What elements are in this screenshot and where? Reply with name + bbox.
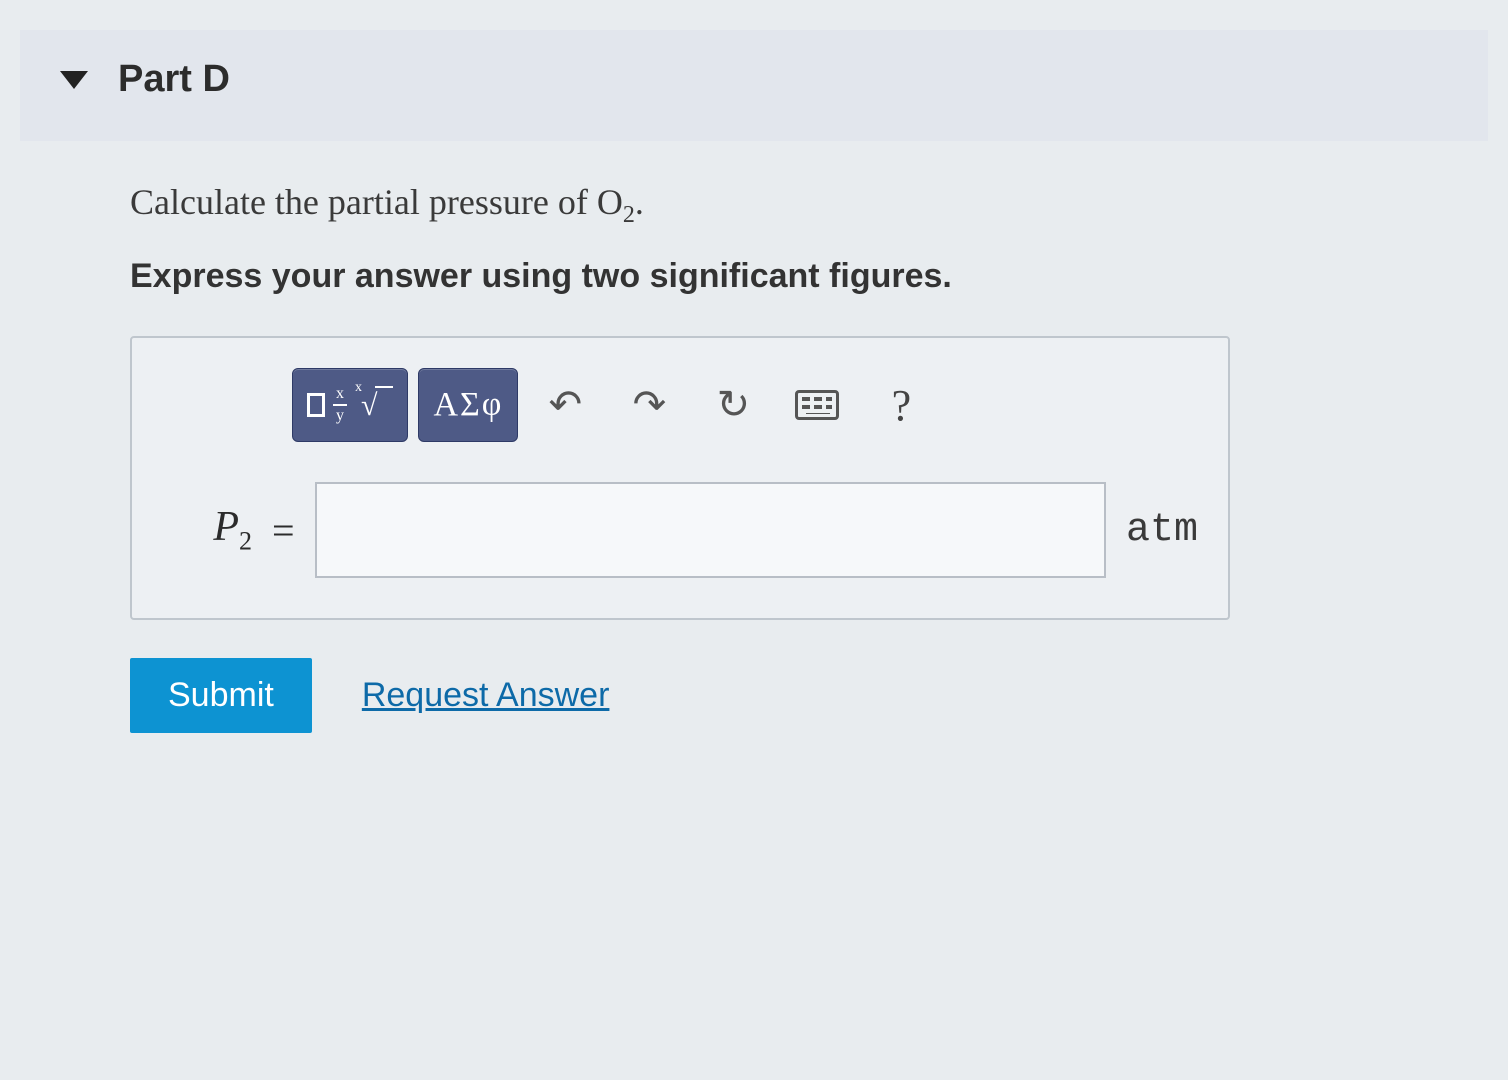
question-prompt: Calculate the partial pressure of O2. xyxy=(130,181,1378,229)
undo-icon: ↶ xyxy=(549,385,583,425)
help-button[interactable]: ? xyxy=(864,368,938,442)
answer-input[interactable] xyxy=(315,482,1106,578)
actions-row: Submit Request Answer xyxy=(130,658,1378,733)
undo-button[interactable]: ↶ xyxy=(528,368,602,442)
redo-icon: ↷ xyxy=(633,385,667,425)
equation-toolbar: xy x√ ΑΣφ ↶ ↷ ↻ ? xyxy=(292,368,1198,442)
caret-down-icon xyxy=(60,71,88,89)
prompt-prefix: Calculate the partial pressure of xyxy=(130,182,597,222)
equals-sign: = xyxy=(272,507,295,554)
prompt-suffix: . xyxy=(635,182,644,222)
part-title: Part D xyxy=(118,58,230,101)
request-answer-link[interactable]: Request Answer xyxy=(362,676,610,715)
templates-button[interactable]: xy x√ xyxy=(292,368,408,442)
reset-button[interactable]: ↻ xyxy=(696,368,770,442)
answer-input-row: P2 = atm xyxy=(162,482,1198,578)
variable-subscript: 2 xyxy=(239,527,252,556)
redo-button[interactable]: ↷ xyxy=(612,368,686,442)
answer-box: xy x√ ΑΣφ ↶ ↷ ↻ ? xyxy=(130,336,1230,620)
species-subscript: 2 xyxy=(623,202,635,228)
species-base: O xyxy=(597,182,623,222)
submit-button[interactable]: Submit xyxy=(130,658,312,733)
unit-label: atm xyxy=(1126,508,1198,553)
question-instructions: Express your answer using two significan… xyxy=(130,257,1378,296)
greek-button[interactable]: ΑΣφ xyxy=(418,368,518,442)
keyboard-button[interactable] xyxy=(780,368,854,442)
content-area: Calculate the partial pressure of O2. Ex… xyxy=(20,141,1488,733)
templates-icon: xy x√ xyxy=(307,386,393,424)
help-icon: ? xyxy=(892,380,912,431)
reset-icon: ↻ xyxy=(717,385,751,425)
keyboard-icon xyxy=(795,390,839,420)
variable-label: P2 xyxy=(162,503,252,556)
variable-base: P xyxy=(213,504,239,550)
part-header[interactable]: Part D xyxy=(20,30,1488,141)
greek-label: ΑΣφ xyxy=(433,386,503,424)
